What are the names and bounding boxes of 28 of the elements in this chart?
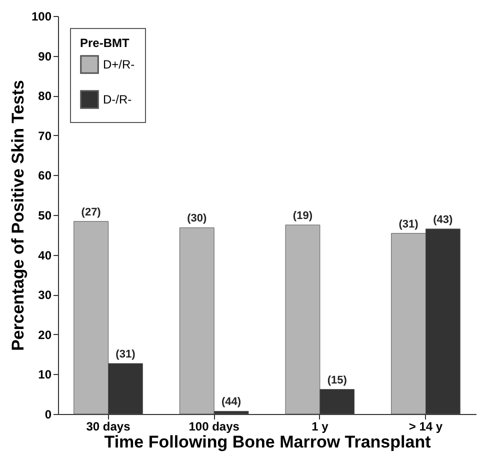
annotation: (44) <box>222 396 242 408</box>
x-tick-label: 30 days <box>86 420 131 434</box>
y-axis-title: Percentage of Positive Skin Tests <box>8 80 28 351</box>
y-tick-label: 70 <box>38 128 52 143</box>
x-tick-label: 1 y <box>312 420 329 434</box>
y-tick-label: 50 <box>38 208 52 222</box>
annotation: (31) <box>398 218 419 230</box>
y-tick-label: 40 <box>38 248 52 262</box>
y-tick-label: 20 <box>38 328 52 342</box>
y-tick-label: 30 <box>38 288 52 302</box>
annotation: (43) <box>433 214 454 226</box>
y-tick-label: 60 <box>38 168 52 183</box>
annotation: (15) <box>327 374 348 386</box>
y-tick-label: 100 <box>31 10 52 24</box>
x-axis-title: Time Following Bone Marrow Transplant <box>104 432 432 452</box>
y-tick-label: 80 <box>38 89 52 104</box>
annotation: (27) <box>81 206 102 218</box>
legend-label: D+/R- <box>103 58 135 72</box>
annotation: (19) <box>292 210 313 222</box>
legend-title: Pre-BMT <box>80 36 130 50</box>
y-tick-label: 10 <box>38 368 52 382</box>
annotation: (31) <box>116 348 136 360</box>
y-tick-label: 90 <box>38 49 52 64</box>
annotation: (30) <box>187 212 208 225</box>
y-tick-label: 0 <box>44 408 52 422</box>
x-tick-label: 100 days <box>188 420 240 434</box>
x-tick-label: > 14 y <box>408 420 443 434</box>
legend-label: D-/R- <box>103 92 132 106</box>
